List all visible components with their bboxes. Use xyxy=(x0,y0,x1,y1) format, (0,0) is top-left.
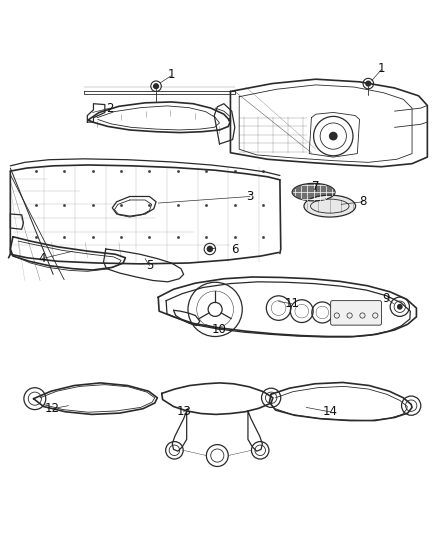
Circle shape xyxy=(328,132,337,141)
Text: 12: 12 xyxy=(45,402,60,415)
Text: 6: 6 xyxy=(230,244,238,256)
Text: 3: 3 xyxy=(246,190,253,203)
Ellipse shape xyxy=(292,184,334,200)
Text: 14: 14 xyxy=(321,405,336,418)
Text: 1: 1 xyxy=(167,68,175,82)
Text: 7: 7 xyxy=(311,180,319,193)
Circle shape xyxy=(207,246,212,252)
Text: 5: 5 xyxy=(145,259,153,272)
Circle shape xyxy=(397,304,401,309)
Text: 2: 2 xyxy=(106,102,113,115)
Text: 11: 11 xyxy=(283,297,299,310)
Text: 1: 1 xyxy=(377,62,384,75)
Text: 10: 10 xyxy=(212,324,226,336)
Text: 9: 9 xyxy=(381,292,389,304)
Text: 13: 13 xyxy=(176,405,191,418)
Text: 8: 8 xyxy=(359,195,366,208)
Text: 4: 4 xyxy=(39,252,46,265)
Ellipse shape xyxy=(304,196,354,216)
Circle shape xyxy=(365,81,370,86)
FancyBboxPatch shape xyxy=(330,301,381,325)
Circle shape xyxy=(153,84,158,88)
